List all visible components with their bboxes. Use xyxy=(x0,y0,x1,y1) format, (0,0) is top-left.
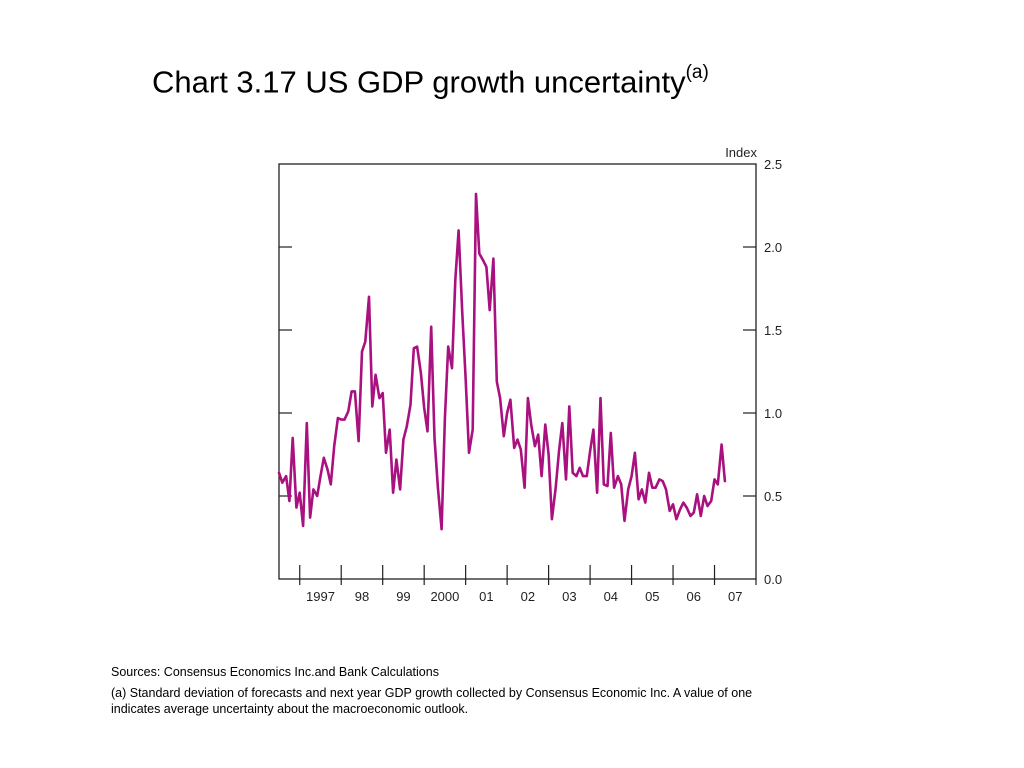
x-tick-label: 02 xyxy=(521,589,535,604)
y-tick-label: 0.5 xyxy=(764,489,782,504)
y-tick-label: 0.0 xyxy=(764,572,782,587)
title-footnote-marker: (a) xyxy=(685,62,709,83)
y-axis: 0.0 0.5 1.0 1.5 2.0 2.5 xyxy=(279,157,782,587)
x-tick-label: 01 xyxy=(479,589,493,604)
x-tick-label: 07 xyxy=(728,589,742,604)
footnote-a: (a) Standard deviation of forecasts and … xyxy=(111,686,753,716)
x-tick-label: 05 xyxy=(645,589,659,604)
y-tick-label: 2.0 xyxy=(764,240,782,255)
plot-frame xyxy=(278,163,757,580)
y-tick-label: 2.5 xyxy=(764,157,782,172)
line-chart: Index 0.0 0.5 1.0 1.5 2.0 2.5 1997 98 99 2000 01 0… xyxy=(277,145,782,604)
y-tick-label: 1.5 xyxy=(764,323,782,338)
x-tick-label: 1997 xyxy=(306,589,335,604)
chart-notes: Sources: Consensus Economics Inc.and Ban… xyxy=(111,664,781,722)
sources-note: Sources: Consensus Economics Inc.and Ban… xyxy=(111,665,439,679)
page-title: Chart 3.17 US GDP growth uncertainty(a) xyxy=(152,56,709,102)
x-axis: 1997 98 99 2000 01 02 03 04 05 06 07 xyxy=(299,565,757,604)
series-line xyxy=(277,192,727,531)
chart-title-text: Chart 3.17 US GDP growth uncertainty xyxy=(152,64,686,100)
series-layer xyxy=(277,192,727,531)
x-tick-label: 06 xyxy=(687,589,701,604)
y-tick-label: 1.0 xyxy=(764,406,782,421)
x-tick-label: 03 xyxy=(562,589,576,604)
x-tick-label: 2000 xyxy=(430,589,459,604)
x-tick-label: 99 xyxy=(396,589,410,604)
x-tick-label: 98 xyxy=(355,589,369,604)
y-axis-unit-label: Index xyxy=(725,145,757,160)
x-tick-label: 04 xyxy=(604,589,618,604)
